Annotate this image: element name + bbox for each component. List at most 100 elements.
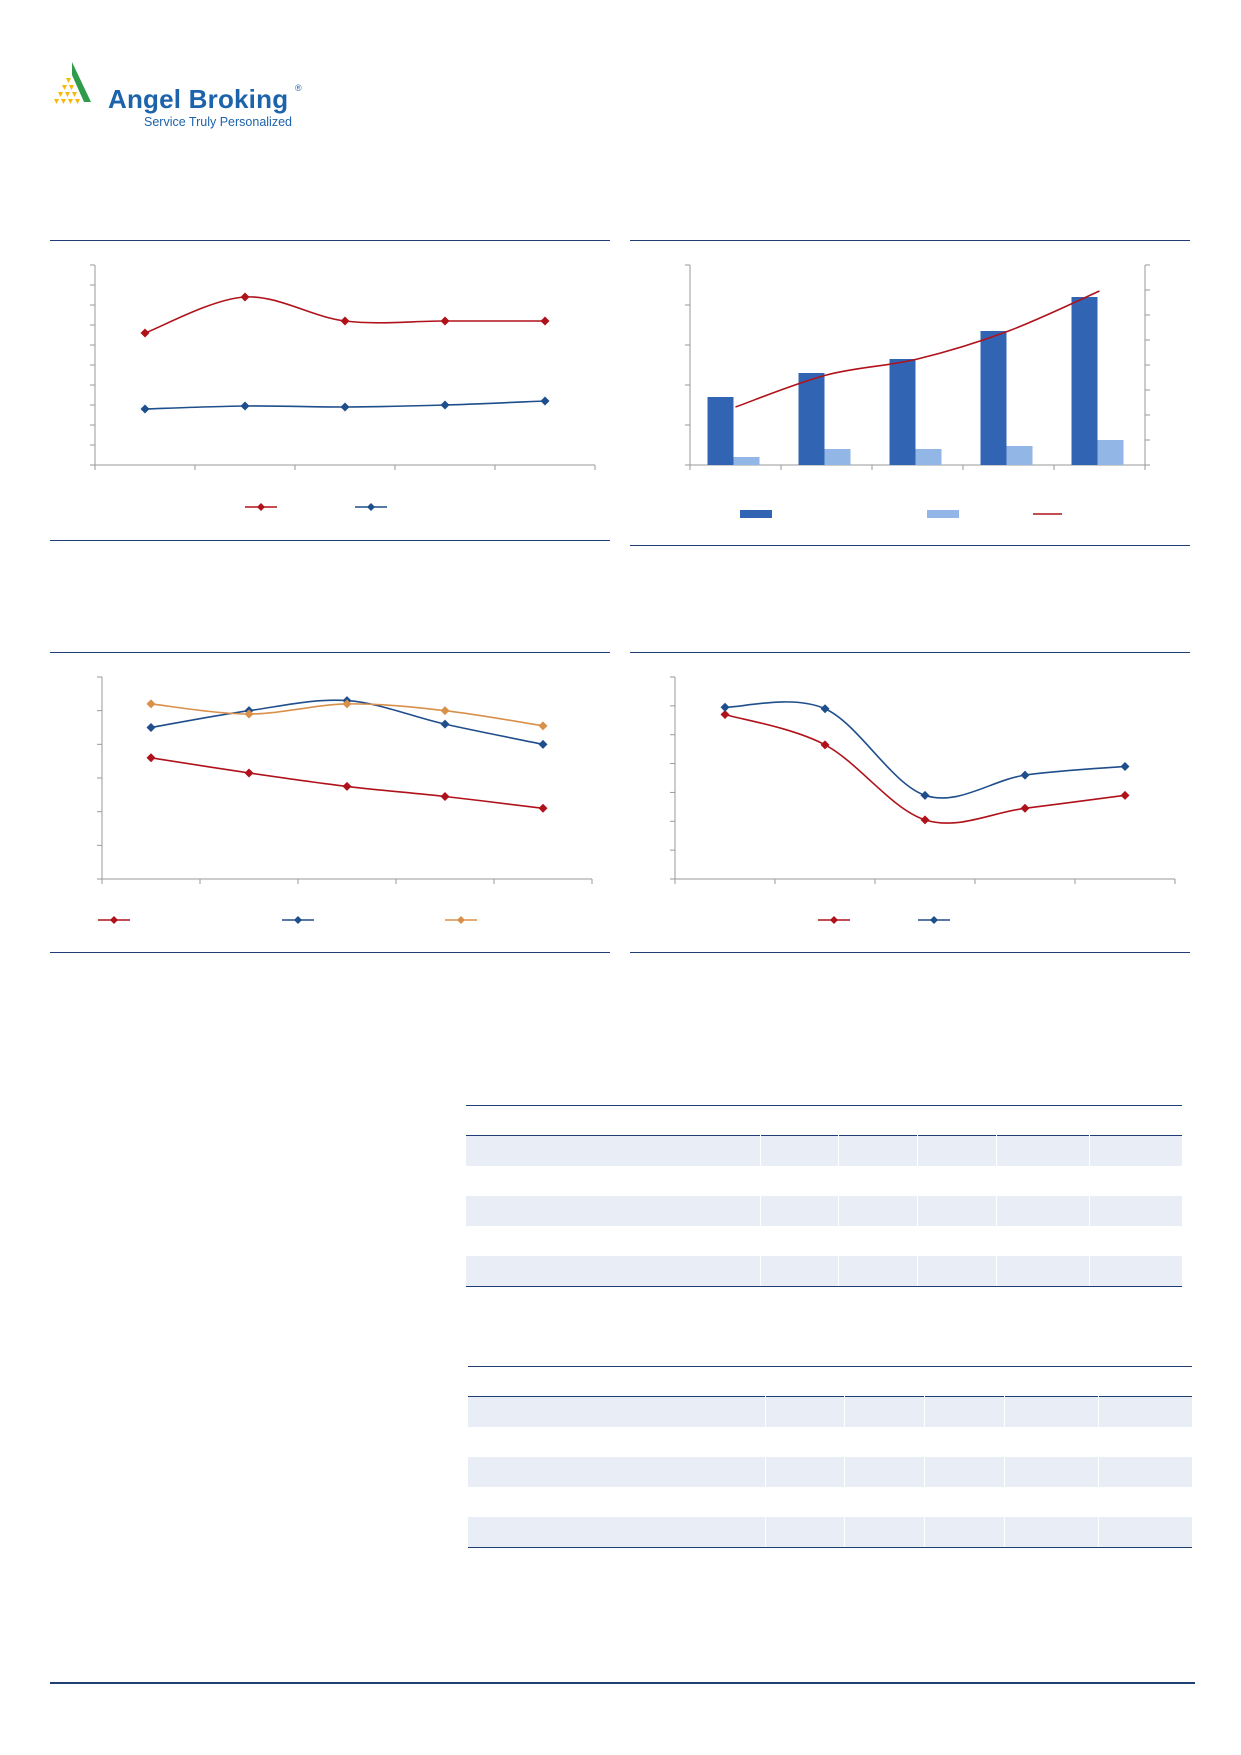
chart-axes bbox=[90, 264, 596, 470]
footer-divider bbox=[50, 1682, 1195, 1684]
data-table bbox=[466, 1105, 1182, 1315]
table-column-separator bbox=[1003, 1396, 1005, 1576]
data-point bbox=[340, 402, 350, 412]
bar bbox=[798, 373, 825, 465]
chart-1 bbox=[50, 250, 610, 540]
data-point bbox=[342, 781, 352, 791]
series-3 bbox=[735, 290, 1100, 408]
series-line bbox=[724, 713, 1126, 824]
series-1 bbox=[146, 753, 548, 813]
table-column-separator bbox=[764, 1396, 766, 1576]
data-table bbox=[468, 1366, 1192, 1576]
table-row bbox=[466, 1256, 1182, 1286]
divider bbox=[630, 545, 1190, 546]
angel-broking-logo-icon bbox=[54, 62, 91, 104]
data-point bbox=[244, 768, 254, 778]
data-point bbox=[440, 316, 450, 326]
data-point bbox=[820, 740, 830, 750]
divider bbox=[50, 652, 610, 653]
chart-3 bbox=[50, 662, 610, 952]
series-3 bbox=[146, 699, 548, 731]
table-top-rule bbox=[466, 1105, 1182, 1106]
chart-legend bbox=[740, 510, 1062, 518]
data-point bbox=[538, 721, 548, 731]
table-row bbox=[466, 1196, 1182, 1226]
bar bbox=[824, 449, 851, 465]
data-point bbox=[244, 709, 254, 719]
table-column-separator bbox=[838, 1135, 840, 1315]
series-2 bbox=[733, 440, 1124, 465]
data-point bbox=[342, 699, 352, 709]
data-point bbox=[540, 396, 550, 406]
divider bbox=[630, 240, 1190, 241]
data-point bbox=[240, 401, 250, 411]
table-column-separator bbox=[924, 1396, 926, 1576]
data-point bbox=[830, 916, 838, 924]
bar bbox=[1097, 440, 1124, 465]
series-line bbox=[735, 290, 1100, 408]
data-point bbox=[1120, 790, 1130, 800]
chart-legend bbox=[818, 916, 950, 924]
data-point bbox=[110, 916, 118, 924]
table-column-separator bbox=[759, 1135, 761, 1315]
data-point bbox=[146, 723, 156, 732]
data-point bbox=[440, 792, 450, 802]
series-2 bbox=[140, 396, 550, 414]
series-2 bbox=[720, 701, 1130, 800]
bar bbox=[980, 331, 1007, 465]
data-point bbox=[820, 704, 830, 714]
data-point bbox=[367, 503, 375, 511]
data-point bbox=[440, 719, 450, 729]
table-top-rule bbox=[468, 1366, 1192, 1367]
data-point bbox=[146, 753, 156, 763]
bar bbox=[1071, 297, 1098, 465]
data-point bbox=[538, 739, 548, 749]
chart-legend bbox=[245, 503, 387, 511]
company-logo: Angel Broking ® Service Truly Personaliz… bbox=[52, 62, 312, 132]
table-row bbox=[468, 1457, 1192, 1487]
table-bottom-rule bbox=[468, 1547, 1192, 1548]
chart-2 bbox=[630, 250, 1190, 540]
legend-swatch bbox=[927, 510, 959, 518]
bar bbox=[707, 397, 734, 465]
series-1 bbox=[140, 292, 550, 338]
data-point bbox=[540, 316, 550, 326]
chart-axes bbox=[97, 676, 593, 884]
divider bbox=[50, 240, 610, 241]
data-point bbox=[720, 702, 730, 712]
data-point bbox=[1020, 803, 1030, 813]
data-point bbox=[1020, 770, 1030, 780]
chart-1-plot bbox=[90, 264, 596, 511]
table-column-separator bbox=[995, 1135, 997, 1315]
logo-tagline: Service Truly Personalized bbox=[144, 115, 292, 129]
logo-wordmark: Angel Broking bbox=[108, 84, 289, 114]
chart-4 bbox=[630, 662, 1190, 952]
divider bbox=[630, 952, 1190, 953]
data-point bbox=[538, 803, 548, 813]
series-1 bbox=[720, 710, 1130, 825]
series-line bbox=[724, 701, 1126, 799]
chart-4-plot bbox=[670, 676, 1176, 924]
chart-axes bbox=[670, 676, 1176, 884]
bar bbox=[733, 457, 760, 465]
data-point bbox=[440, 706, 450, 716]
data-point bbox=[930, 916, 938, 924]
table-header-rule bbox=[466, 1135, 1182, 1136]
divider bbox=[50, 540, 610, 541]
legend-swatch bbox=[740, 510, 772, 518]
chart-3-plot bbox=[97, 676, 593, 924]
data-point bbox=[920, 790, 930, 800]
data-point bbox=[257, 503, 265, 511]
bar bbox=[889, 359, 916, 465]
data-point bbox=[294, 916, 302, 924]
divider bbox=[630, 652, 1190, 653]
data-point bbox=[440, 400, 450, 410]
table-row bbox=[466, 1136, 1182, 1166]
data-point bbox=[140, 404, 150, 414]
table-column-separator bbox=[844, 1396, 846, 1576]
table-row bbox=[468, 1397, 1192, 1427]
series-line bbox=[144, 296, 545, 334]
data-point bbox=[340, 316, 350, 326]
data-point bbox=[240, 292, 250, 302]
data-point bbox=[146, 699, 156, 709]
